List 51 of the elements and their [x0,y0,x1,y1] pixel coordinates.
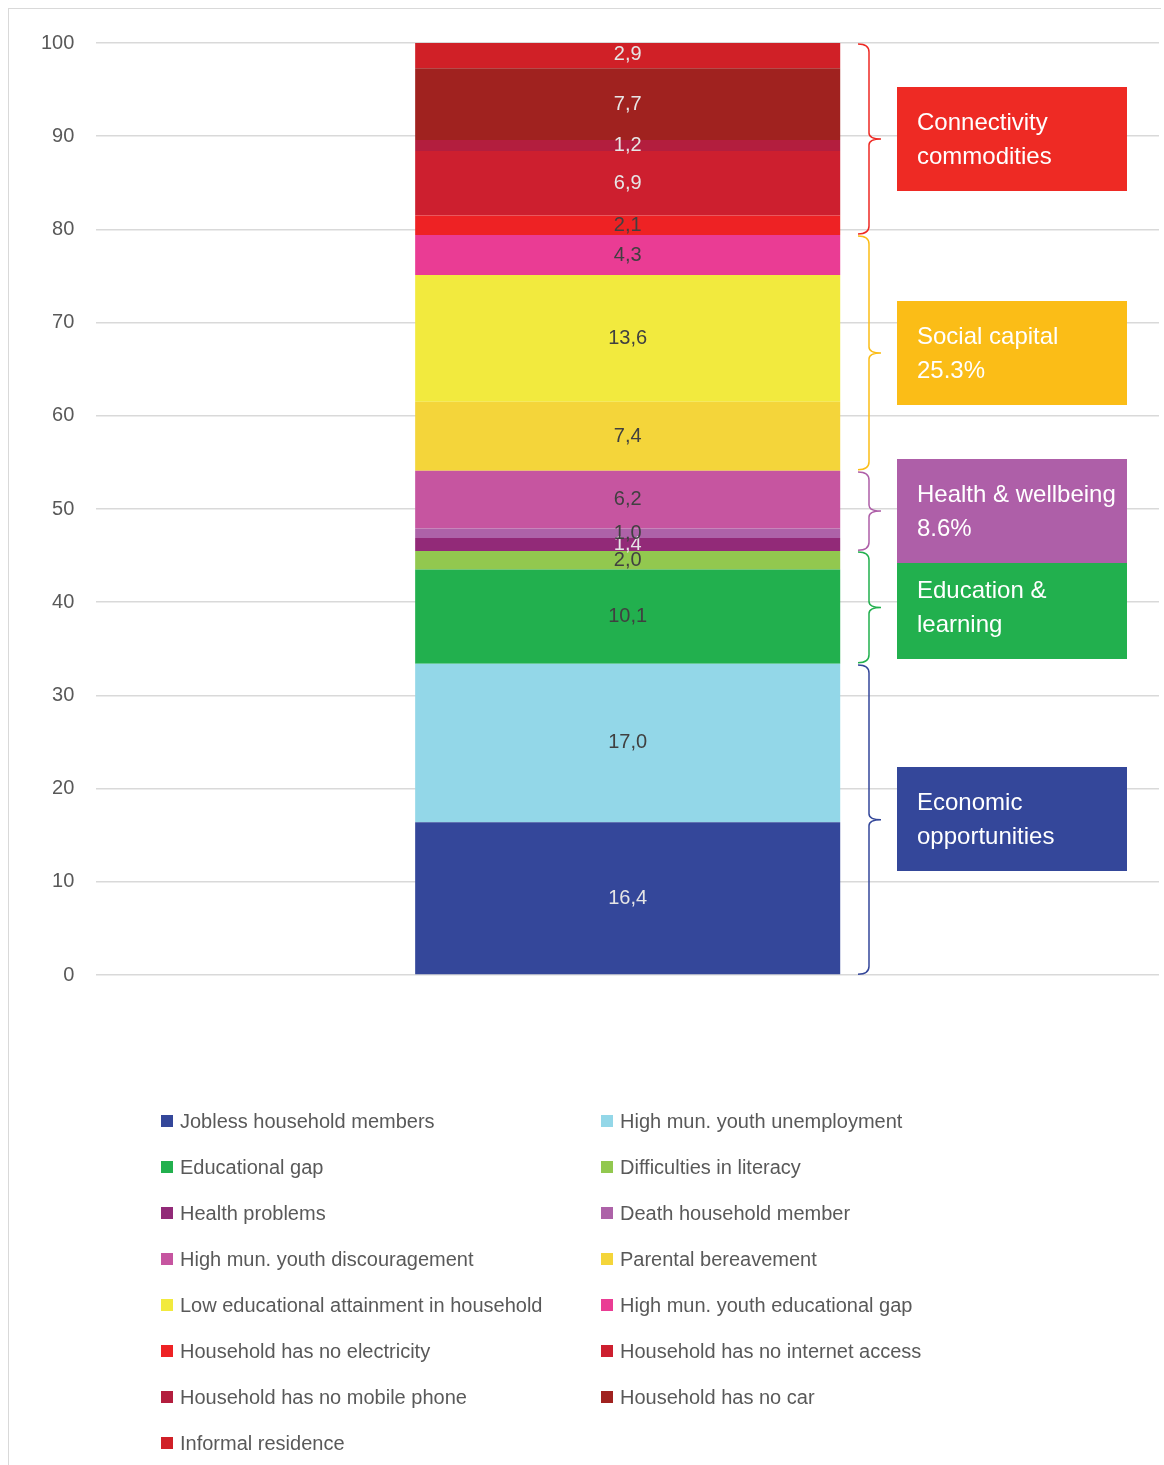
data-label: 17,0 [608,730,648,753]
y-tick-label: 80 [52,216,75,239]
y-tick-label: 50 [52,496,75,519]
y-tick-label: 30 [52,682,75,705]
bar [415,569,841,664]
text: Social capital 25.3% [917,321,1059,383]
legend-label: Household has no car [620,1385,815,1409]
legend-label: Household has no mobile phone [180,1385,467,1409]
text: Connectivity commodities [917,107,1052,169]
data-label: 7,4 [613,423,642,446]
bar [415,275,841,402]
data-label: 2,9 [613,42,642,65]
data-label: 4,3 [613,242,642,265]
legend-label: Low educational attainment in household [180,1293,543,1317]
legend-label: Household has no electricity [180,1339,431,1363]
bar [415,139,841,152]
data-label: 1,2 [613,133,642,156]
y-tick-label: 10 [52,869,75,892]
data-label: 16,4 [608,885,648,908]
y-tick-label: 20 [52,776,75,799]
y-tick-label: 40 [52,589,75,612]
legend-label: High mun. youth educational gap [620,1293,913,1317]
y-tick-label: 60 [52,403,75,426]
data-label: 6,9 [613,170,642,193]
bar [415,215,841,235]
legend-label: High mun. youth unemployment [620,1109,903,1133]
legend-label: Death household member [620,1201,851,1225]
legend-label: Difficulties in literacy [620,1155,801,1179]
data-label: 2,1 [613,212,642,235]
y-tick-label: 90 [52,123,75,146]
bar [415,401,841,471]
text: Economic opportunities [917,788,1055,850]
legend-label: Jobless household members [180,1109,435,1133]
legend-label: Household has no internet access [620,1339,922,1363]
y-tick-label: 70 [52,310,75,333]
data-label: 7,7 [613,91,642,114]
bar [415,234,841,276]
data-label: 10,1 [608,604,648,627]
y-tick-label: 100 [40,30,75,53]
legend-label: Parental bereavement [620,1247,817,1271]
data-label: 13,6 [608,325,648,348]
bar [415,663,841,823]
legend-label: Informal residence [180,1431,345,1455]
text: Education & learning [917,576,1047,638]
text: Health & wellbeing 8.6% [917,479,1116,541]
legend-label: Educational gap [180,1155,324,1179]
data-label: 6,2 [613,487,642,510]
legend-label: Health problems [180,1201,326,1225]
legend-label: High mun. youth discouragement [180,1247,474,1271]
bar [415,822,841,975]
y-tick-label: 0 [63,962,75,985]
